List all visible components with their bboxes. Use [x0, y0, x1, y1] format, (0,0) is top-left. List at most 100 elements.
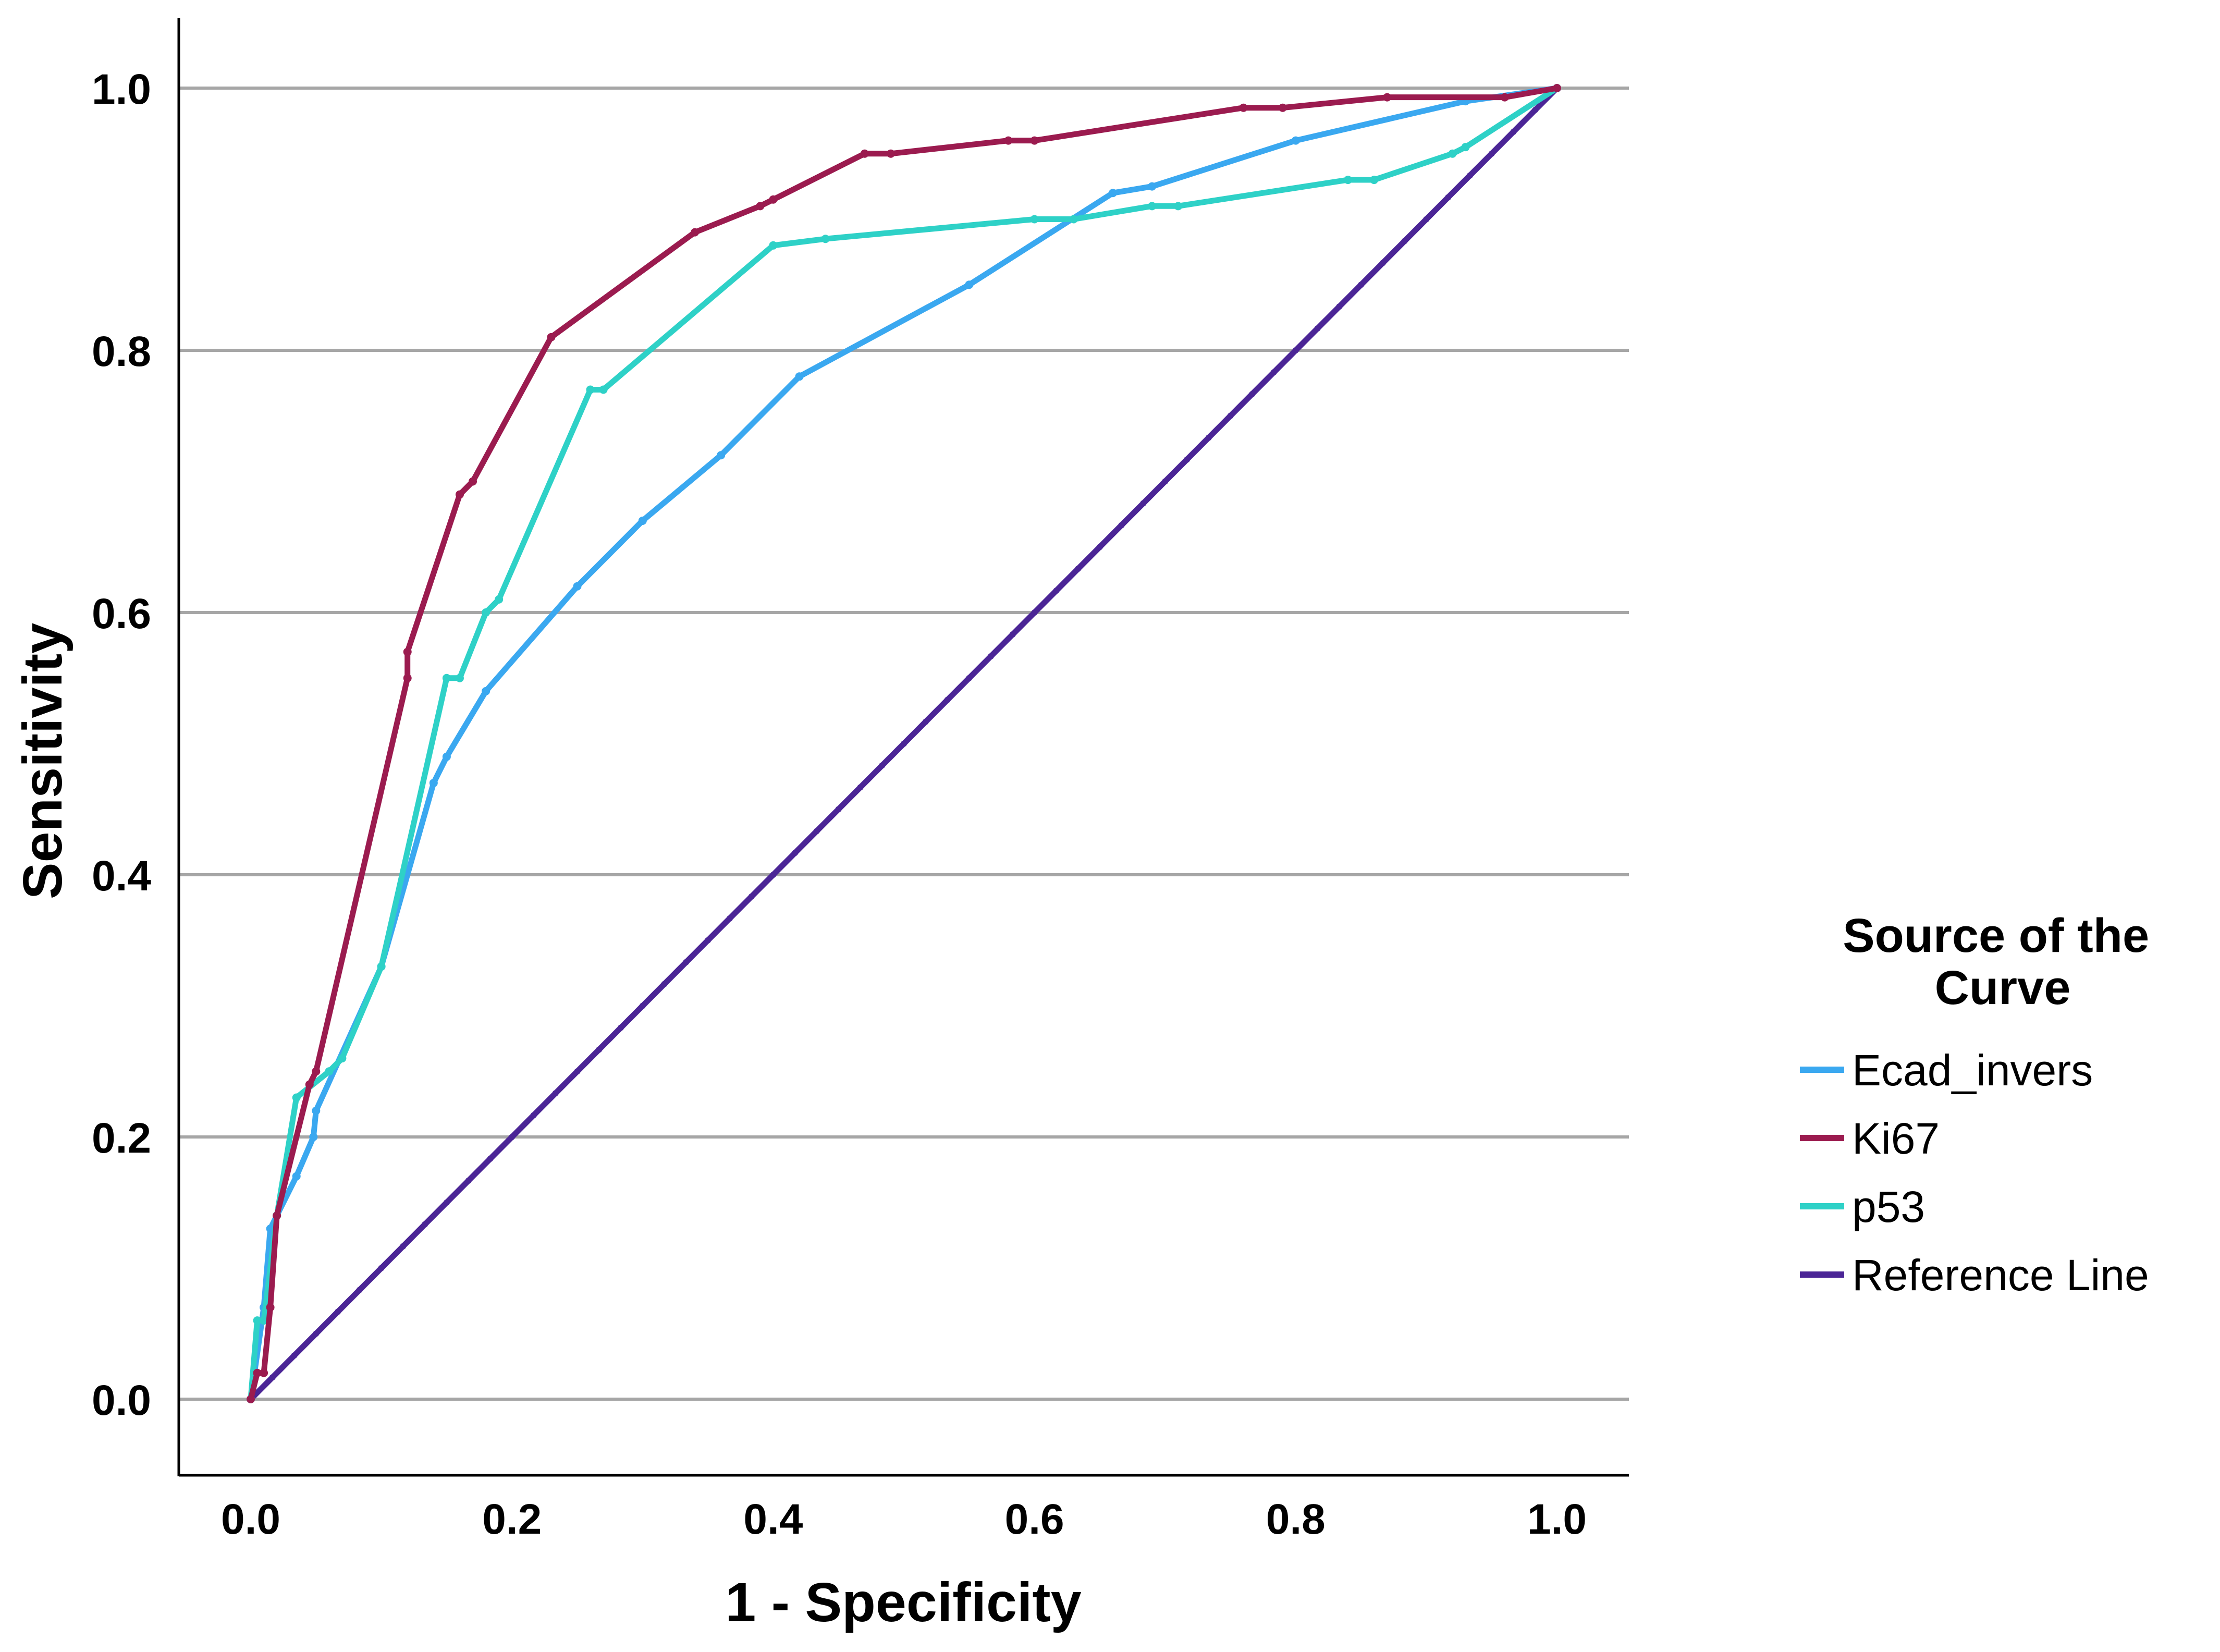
reference-marker	[1510, 128, 1517, 135]
reference-marker	[879, 762, 886, 769]
data-point-ki67	[691, 228, 700, 237]
reference-marker	[1227, 412, 1234, 419]
data-point-ki67	[305, 1080, 314, 1089]
x-tick-label: 0.6	[1005, 1496, 1064, 1543]
reference-marker	[443, 1199, 450, 1206]
reference-marker	[705, 937, 712, 944]
reference-marker	[661, 981, 668, 987]
reference-marker	[530, 1112, 537, 1119]
reference-marker	[291, 1352, 298, 1359]
reference-marker	[639, 1002, 646, 1009]
data-point-ki67	[403, 647, 412, 656]
data-point-ki67	[1004, 136, 1013, 145]
data-point-p53	[325, 1067, 334, 1076]
reference-marker	[313, 1330, 320, 1337]
data-point-ki67	[860, 149, 869, 158]
reference-marker	[335, 1308, 341, 1315]
reference-marker	[1401, 238, 1408, 244]
legend-label-p53: p53	[1852, 1182, 1925, 1231]
series-lines	[247, 84, 1561, 1403]
reference-marker	[966, 675, 973, 681]
reference-marker	[1358, 282, 1365, 288]
x-tick-label: 0.4	[743, 1496, 803, 1543]
data-point-ecad-invers	[292, 1172, 301, 1181]
legend-title: Source of the Curve	[1843, 909, 2162, 1014]
reference-marker	[1336, 303, 1343, 310]
reference-marker	[1532, 106, 1539, 113]
data-point-ki67	[1553, 84, 1561, 92]
reference-marker	[1445, 194, 1452, 201]
reference-marker	[1249, 390, 1256, 397]
legend-title-line-1: Source of the	[1843, 909, 2149, 962]
legend-label-ecad-invers: Ecad_invers	[1852, 1046, 2093, 1095]
x-tick-label: 0.2	[482, 1496, 542, 1543]
reference-marker	[1096, 544, 1103, 550]
reference-marker	[835, 806, 842, 813]
legend-label-ki67: Ki67	[1852, 1114, 1940, 1163]
data-point-p53	[769, 241, 778, 250]
data-point-ki67	[312, 1067, 321, 1076]
reference-marker	[922, 718, 929, 725]
reference-marker	[596, 1046, 603, 1053]
y-tick-label: 0.8	[92, 328, 151, 375]
y-axis-title: Sensitivity	[12, 623, 73, 899]
series-reference-line	[248, 85, 1560, 1402]
data-point-ki67	[756, 202, 765, 211]
data-point-ki67	[1030, 136, 1039, 145]
data-point-p53	[495, 595, 504, 604]
reference-marker	[422, 1221, 428, 1228]
data-point-ki67	[273, 1211, 281, 1220]
data-point-p53	[260, 1316, 268, 1325]
data-point-ecad-invers	[1148, 182, 1157, 191]
reference-marker	[1075, 566, 1082, 572]
reference-marker	[683, 959, 690, 965]
reference-marker	[1053, 588, 1060, 594]
reference-marker	[1031, 609, 1038, 616]
data-point-p53	[1344, 176, 1353, 185]
reference-marker	[748, 893, 755, 900]
data-point-p53	[1148, 202, 1157, 211]
data-point-ki67	[469, 477, 477, 486]
data-point-ecad-invers	[1108, 189, 1117, 198]
data-point-ki67	[260, 1368, 268, 1377]
data-point-p53	[599, 385, 608, 394]
data-point-ki67	[247, 1395, 255, 1403]
data-point-ki67	[266, 1303, 275, 1312]
data-point-ki67	[547, 333, 556, 341]
reference-marker	[1423, 216, 1430, 223]
reference-marker	[509, 1134, 516, 1140]
reference-marker	[988, 653, 995, 659]
data-point-p53	[1370, 176, 1379, 185]
x-tick-label: 0.0	[221, 1496, 280, 1543]
reference-marker	[857, 784, 864, 791]
series-line-ki67	[248, 85, 1560, 1402]
reference-marker	[1205, 434, 1212, 441]
x-axis-title: 1 - Specificity	[725, 1572, 1081, 1633]
reference-marker	[792, 850, 799, 856]
reference-marker	[770, 872, 777, 878]
reference-marker	[1466, 172, 1473, 179]
data-point-ki67	[455, 490, 464, 499]
reference-marker	[574, 1068, 581, 1075]
data-point-p53	[377, 962, 386, 971]
axes	[177, 18, 1629, 1477]
x-tick-labels: 0.0 0.2 0.4 0.6 0.8 1.0	[221, 1496, 1587, 1543]
data-point-p53	[821, 235, 830, 243]
reference-marker	[1009, 631, 1016, 638]
reference-marker	[813, 828, 820, 835]
series-ki67	[247, 84, 1561, 1403]
reference-marker	[1162, 478, 1169, 485]
data-point-p53	[292, 1093, 301, 1102]
y-tick-label: 1.0	[92, 66, 151, 113]
data-point-p53	[586, 385, 595, 394]
data-point-ki67	[253, 1368, 262, 1377]
data-point-ki67	[886, 149, 895, 158]
reference-marker	[400, 1243, 407, 1250]
data-point-ecad-invers	[482, 687, 490, 695]
x-tick-label: 0.8	[1266, 1496, 1326, 1543]
reference-marker	[1292, 347, 1299, 353]
legend-title-line-2: Curve	[1935, 961, 2071, 1014]
data-point-ecad-invers	[717, 451, 726, 460]
reference-marker	[378, 1265, 385, 1271]
reference-marker	[1488, 150, 1495, 157]
